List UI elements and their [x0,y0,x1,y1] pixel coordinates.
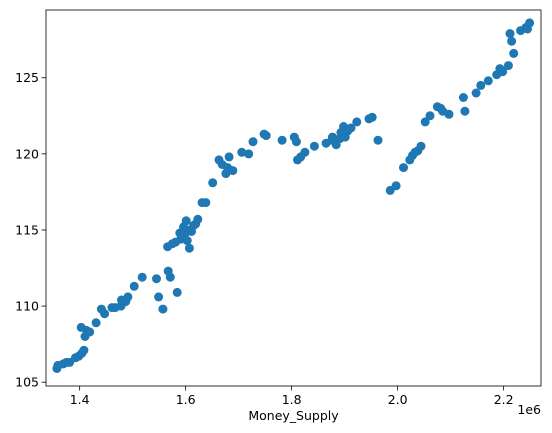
scatter-points [52,18,535,373]
data-point [123,292,133,302]
y-tick-label: 115 [15,222,39,237]
data-point [182,236,192,246]
data-point [328,132,337,142]
x-axis-label: Money_Supply [248,408,339,423]
data-point [152,274,161,284]
data-point [420,117,430,127]
data-point [460,106,470,116]
data-point [193,214,203,224]
data-point [525,18,535,28]
x-tick-label: 1.4 [70,392,90,407]
x-tick-label: 1.8 [282,392,302,407]
axes-frame [45,9,542,387]
data-point [244,149,254,159]
data-point [346,123,356,133]
data-point [309,141,319,151]
data-point [277,135,287,145]
data-point [352,117,362,127]
data-point [100,309,110,319]
data-point [228,166,238,176]
data-point [79,345,89,355]
data-point [165,272,175,282]
data-point [458,93,468,102]
data-point [300,147,310,157]
data-point [509,48,519,58]
data-point [248,137,258,147]
data-point [185,225,195,235]
x-tick-label: 2.0 [388,392,408,407]
data-point [158,304,168,314]
data-point [373,135,383,145]
data-point [237,147,247,157]
data-point [291,137,301,147]
data-point [444,109,454,119]
data-point [208,178,218,188]
x-tick-label: 1.6 [176,392,196,407]
data-point [476,80,486,90]
x-axis-offset-label: 1e6 [517,402,541,417]
data-point [505,29,515,39]
data-point [154,292,164,302]
data-point [181,216,191,226]
data-point [224,152,234,162]
y-axis-ticks: 105 110 115 120 125 [15,70,46,390]
data-point [184,243,194,253]
data-point [503,61,513,71]
data-point [391,181,401,191]
data-point [261,131,271,141]
data-point [498,67,508,77]
data-point [416,141,426,151]
data-point [367,112,377,122]
data-point [91,318,101,328]
data-point [201,198,211,208]
data-point [172,287,182,297]
x-tick-label: 2.2 [494,392,514,407]
y-tick-label: 120 [15,146,39,161]
y-tick-label: 125 [15,70,39,85]
x-axis-ticks: 1.4 1.6 1.8 2.0 2.2 [70,386,514,407]
data-point [399,163,408,173]
data-point [129,281,139,291]
data-point [425,111,435,121]
data-point [471,88,481,98]
data-point [507,36,517,46]
data-point [137,272,147,282]
data-point [483,76,493,86]
y-tick-label: 110 [15,299,39,314]
y-tick-label: 105 [15,375,39,390]
data-point [85,327,95,337]
